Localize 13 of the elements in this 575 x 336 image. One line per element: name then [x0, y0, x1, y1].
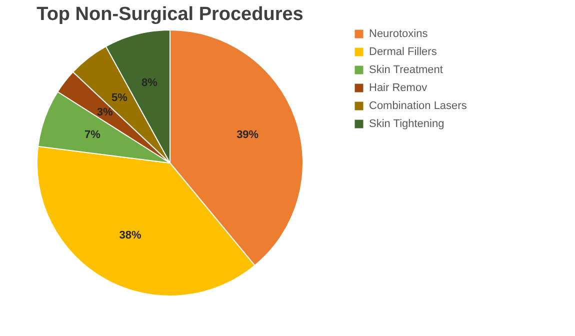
legend-label: Dermal Fillers — [369, 46, 438, 58]
chart-title: Top Non-Surgical Procedures — [36, 4, 304, 25]
legend-label: Combination Lasers — [369, 100, 468, 112]
legend-label: Hair Remov — [369, 82, 428, 94]
data-label: 5% — [112, 92, 128, 104]
legend-label: Skin Tightening — [369, 118, 444, 130]
data-label: 7% — [84, 129, 101, 142]
data-label: 8% — [142, 77, 158, 90]
data-label: 3% — [96, 106, 114, 118]
legend-label: Skin Treatment — [369, 64, 443, 76]
data-label: 39% — [236, 129, 259, 142]
legend-label: Neurotoxins — [369, 28, 428, 40]
data-label: 38% — [119, 229, 142, 242]
